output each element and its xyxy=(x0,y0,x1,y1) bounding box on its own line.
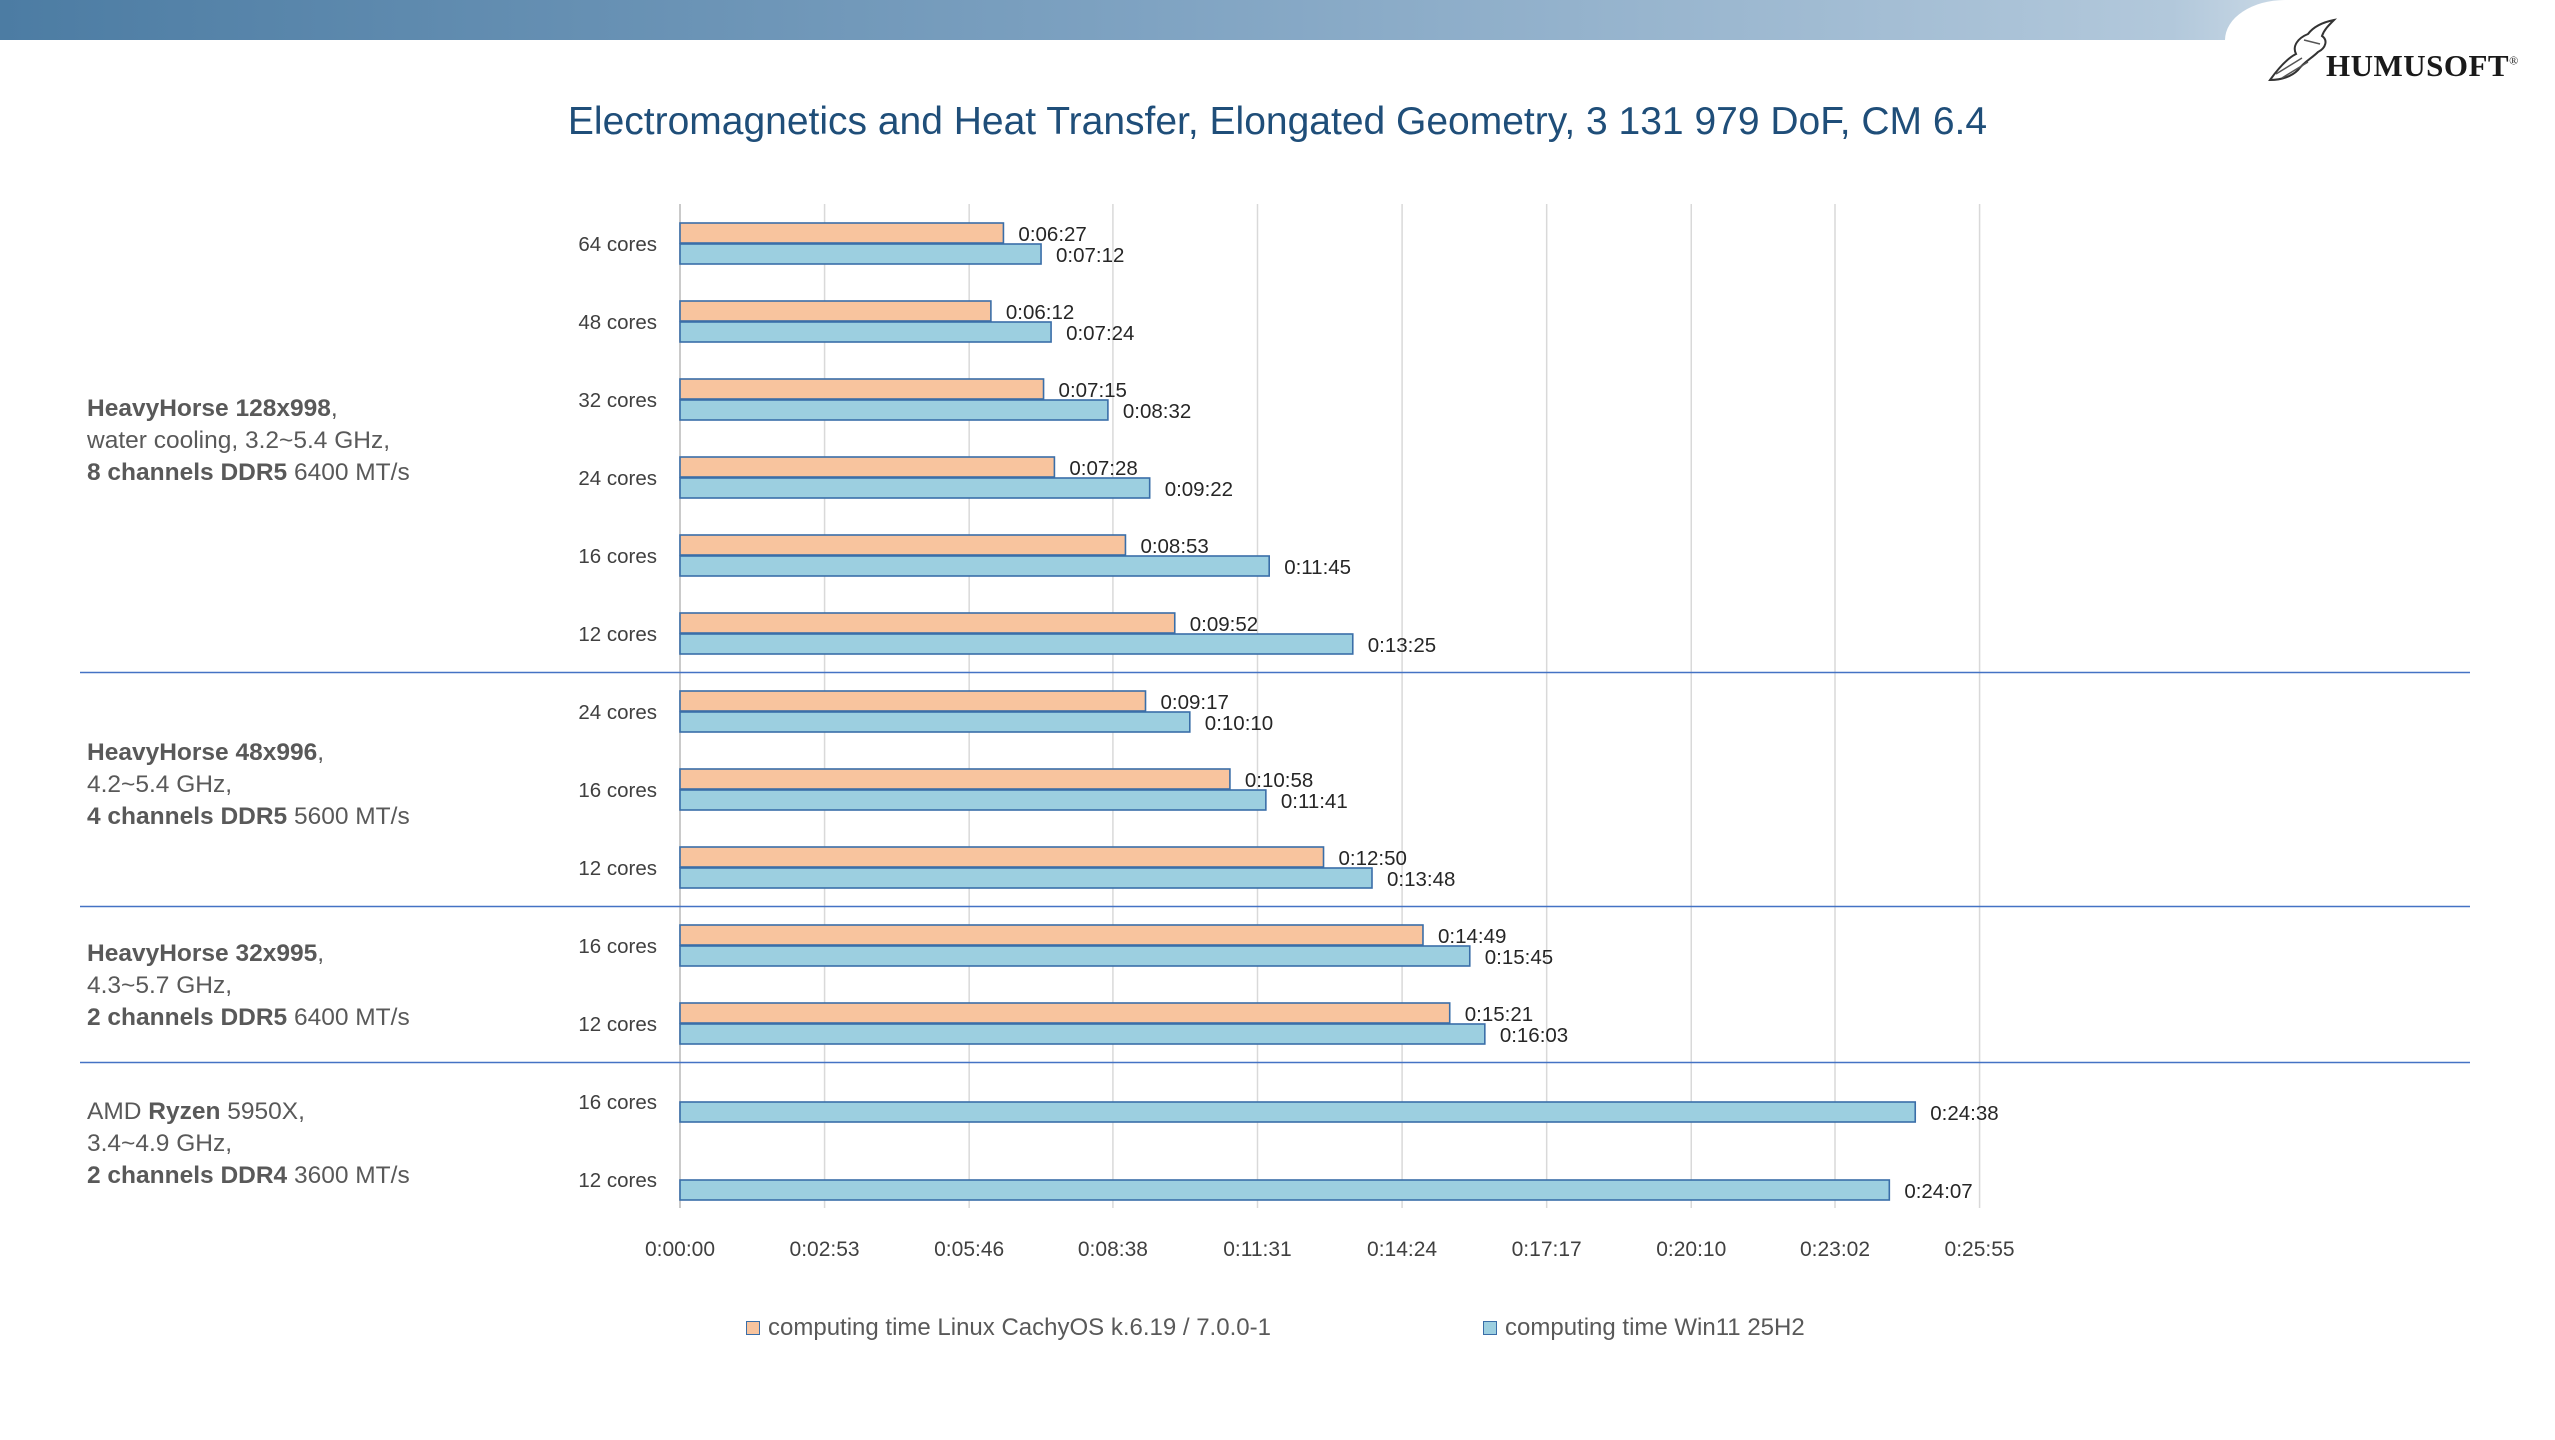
group-label-heavyhorse-128x998: HeavyHorse 128x998, water cooling, 3.2~5… xyxy=(87,395,410,486)
bar-linux xyxy=(679,690,1147,712)
y-category-label: 16 cores xyxy=(578,935,657,958)
bar-win11 xyxy=(679,1101,1917,1123)
bar-linux xyxy=(679,924,1424,946)
data-label-linux: 0:15:21 xyxy=(1465,1003,1533,1026)
bar-win11 xyxy=(679,1023,1486,1045)
bar-win11 xyxy=(679,321,1052,343)
bar-linux xyxy=(679,378,1045,400)
data-label-linux: 0:09:17 xyxy=(1161,691,1229,714)
bar-linux xyxy=(679,612,1176,634)
bar-win11 xyxy=(679,399,1109,421)
horse-logo-icon xyxy=(2268,18,2338,82)
data-label-linux: 0:14:49 xyxy=(1438,925,1506,948)
bar-linux xyxy=(679,456,1056,478)
legend-swatch-win11 xyxy=(1483,1321,1497,1335)
data-label-linux: 0:09:52 xyxy=(1190,613,1258,636)
y-category-label: 12 cores xyxy=(578,1169,657,1192)
data-label-win11: 0:11:41 xyxy=(1281,790,1348,813)
bar-win11 xyxy=(679,1179,1891,1201)
data-label-linux: 0:07:28 xyxy=(1069,457,1137,480)
data-label-win11: 0:24:07 xyxy=(1904,1180,1972,1203)
group-label-heavyhorse-48x996: HeavyHorse 48x996, 4.2~5.4 GHz, 4 channe… xyxy=(87,739,410,830)
bar-win11 xyxy=(679,945,1471,967)
data-label-win11: 0:11:45 xyxy=(1284,556,1351,579)
data-label-win11: 0:13:25 xyxy=(1368,634,1436,657)
humusoft-logo: HUMUSOFT® xyxy=(2262,18,2552,88)
data-label-win11: 0:10:10 xyxy=(1205,712,1273,735)
bar-linux xyxy=(679,222,1005,244)
y-category-label: 12 cores xyxy=(578,623,657,646)
data-label-linux: 0:10:58 xyxy=(1245,769,1313,792)
data-label-win11: 0:08:32 xyxy=(1123,400,1191,423)
data-label-linux: 0:06:12 xyxy=(1006,301,1074,324)
bar-win11 xyxy=(679,633,1354,655)
y-category-label: 16 cores xyxy=(578,779,657,802)
bar-win11 xyxy=(679,711,1191,733)
data-label-linux: 0:12:50 xyxy=(1339,847,1407,870)
bar-linux xyxy=(679,768,1231,790)
data-label-win11: 0:24:38 xyxy=(1930,1102,1998,1125)
y-category-label: 16 cores xyxy=(578,545,657,568)
legend-label-win11: computing time Win11 25H2 xyxy=(1505,1314,1805,1341)
data-label-linux: 0:06:27 xyxy=(1018,223,1086,246)
chart-title: Electromagnetics and Heat Transfer, Elon… xyxy=(567,100,1988,143)
x-tick-label: 0:00:00 xyxy=(645,1238,715,1261)
bar-win11 xyxy=(679,867,1373,889)
bar-linux xyxy=(679,846,1325,868)
y-category-label: 12 cores xyxy=(578,1013,657,1036)
y-category-label: 48 cores xyxy=(578,311,657,334)
group-label-amd-ryzen-5950x: AMD Ryzen 5950X, 3.4~4.9 GHz, 2 channels… xyxy=(87,1098,410,1189)
legend-item-linux: computing time Linux CachyOS k.6.19 / 7.… xyxy=(746,1314,1271,1342)
legend-swatch-linux xyxy=(746,1321,760,1335)
x-tick-label: 0:23:02 xyxy=(1800,1238,1870,1261)
logo-wordmark: HUMUSOFT® xyxy=(2326,48,2519,83)
y-category-label: 24 cores xyxy=(578,701,657,724)
data-label-win11: 0:07:12 xyxy=(1056,244,1124,267)
x-tick-label: 0:02:53 xyxy=(790,1238,860,1261)
bar-chart: 0:00:00 0:02:53 0:05:46 0:08:38 0:11:31 0:14:… xyxy=(80,204,2470,1261)
x-tick-label: 0:11:31 xyxy=(1223,1238,1292,1261)
y-category-label: 12 cores xyxy=(578,857,657,880)
legend-label-linux: computing time Linux CachyOS k.6.19 / 7.… xyxy=(768,1314,1271,1341)
data-label-win11: 0:07:24 xyxy=(1066,322,1134,345)
header-band xyxy=(0,0,2555,40)
group-label-heavyhorse-32x995: HeavyHorse 32x995, 4.3~5.7 GHz, 2 channe… xyxy=(87,940,410,1031)
data-label-win11: 0:16:03 xyxy=(1500,1024,1568,1047)
x-tick-label: 0:08:38 xyxy=(1078,1238,1148,1261)
data-label-win11: 0:09:22 xyxy=(1165,478,1233,501)
x-tick-label: 0:14:24 xyxy=(1367,1238,1437,1261)
x-tick-label: 0:17:17 xyxy=(1512,1238,1582,1261)
y-category-label: 32 cores xyxy=(578,389,657,412)
x-tick-label: 0:25:55 xyxy=(1945,1238,2015,1261)
data-label-linux: 0:07:15 xyxy=(1059,379,1127,402)
bar-win11 xyxy=(679,243,1042,265)
bar-linux xyxy=(679,300,992,322)
bar-win11 xyxy=(679,477,1151,499)
data-label-linux: 0:08:53 xyxy=(1140,535,1208,558)
data-label-win11: 0:15:45 xyxy=(1485,946,1553,969)
y-category-label: 64 cores xyxy=(578,233,657,256)
bar-linux xyxy=(679,1002,1451,1024)
x-tick-label: 0:05:46 xyxy=(934,1238,1004,1261)
x-tick-label: 0:20:10 xyxy=(1656,1238,1726,1261)
data-label-win11: 0:13:48 xyxy=(1387,868,1455,891)
y-category-label: 24 cores xyxy=(578,467,657,490)
legend-item-win11: computing time Win11 25H2 xyxy=(1483,1314,1805,1342)
bar-win11 xyxy=(679,555,1271,577)
bar-win11 xyxy=(679,789,1267,811)
bar-linux xyxy=(679,534,1127,556)
y-category-label: 16 cores xyxy=(578,1091,657,1114)
